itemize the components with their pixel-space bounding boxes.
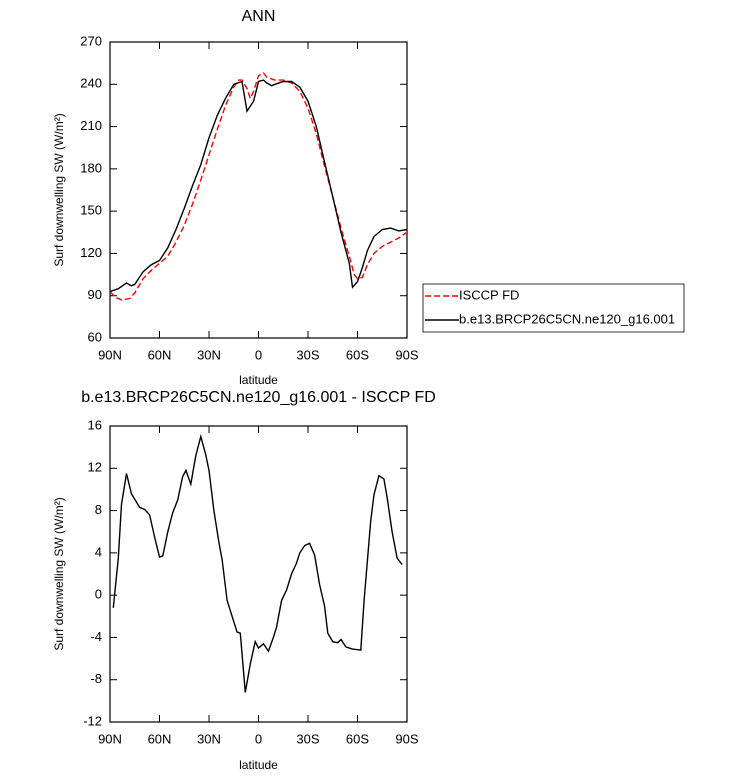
x-tick-label: 30N (197, 731, 221, 746)
legend-label: b.e13.BRCP26C5CN.ne120_g16.001 (459, 311, 675, 326)
y-tick-label: -12 (83, 713, 102, 728)
plot-frame (109, 41, 408, 339)
y-tick-label: 90 (88, 287, 102, 302)
x-tick-label: 30N (197, 347, 221, 362)
x-tick-label: 0 (255, 347, 262, 362)
x-axis-label: latitude (239, 758, 278, 772)
y-tick-label: 270 (80, 33, 102, 48)
x-tick-label: 60N (148, 347, 172, 362)
y-axis-label: Surf downwelling SW (W/m²) (52, 497, 66, 650)
chart-title: b.e13.BRCP26C5CN.ne120_g16.001 - ISCCP F… (81, 389, 436, 406)
x-tick-label: 90N (98, 731, 122, 746)
plot-frame (109, 425, 408, 723)
x-tick-label: 30S (296, 347, 319, 362)
x-tick-label: 90S (395, 347, 418, 362)
y-tick-label: 0 (95, 587, 102, 602)
x-tick-label: 30S (296, 731, 319, 746)
y-tick-label: -4 (90, 629, 102, 644)
y-tick-label: 8 (95, 502, 102, 517)
y-tick-label: 16 (88, 417, 102, 432)
legend-label: ISCCP FD (459, 287, 519, 302)
x-tick-label: 60N (148, 731, 172, 746)
x-tick-label: 0 (255, 731, 262, 746)
y-tick-label: 4 (95, 544, 102, 559)
y-tick-label: 60 (88, 329, 102, 344)
y-tick-label: -8 (90, 671, 102, 686)
x-axis-label: latitude (239, 373, 278, 387)
y-axis-label: Surf downwelling SW (W/m²) (52, 113, 66, 266)
data-line (112, 433, 403, 693)
x-tick-label: 90S (395, 731, 418, 746)
y-tick-label: 180 (80, 160, 102, 175)
y-tick-label: 150 (80, 203, 102, 218)
x-tick-label: 90N (98, 347, 122, 362)
chart-title: ANN (242, 8, 276, 25)
y-tick-label: 210 (80, 118, 102, 133)
x-tick-label: 60S (346, 731, 369, 746)
y-tick-label: 240 (80, 76, 102, 91)
y-tick-label: 12 (88, 460, 102, 475)
legend-box (422, 283, 685, 333)
data-line (109, 72, 408, 301)
data-line (109, 79, 408, 293)
x-tick-label: 60S (346, 347, 369, 362)
y-tick-label: 120 (80, 245, 102, 260)
